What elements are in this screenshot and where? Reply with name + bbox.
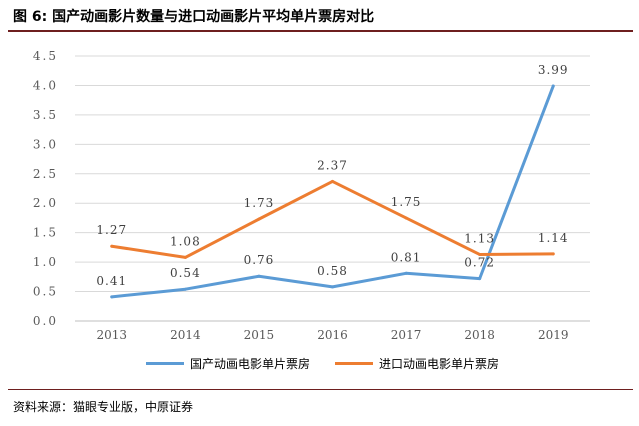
data-label: 1.14 (538, 231, 569, 245)
data-label: 0.76 (244, 253, 275, 267)
y-tick-label: 1.5 (33, 226, 58, 240)
data-label: 0.81 (391, 250, 422, 264)
x-tick-label: 2014 (170, 328, 201, 342)
y-tick-label: 3.5 (33, 108, 58, 122)
legend-label-imported: 进口动画电影单片票房 (379, 357, 500, 371)
data-label: 0.58 (317, 264, 348, 278)
data-point (257, 274, 261, 278)
data-point (331, 285, 334, 289)
data-label: 3.99 (538, 63, 569, 77)
data-point (183, 287, 187, 291)
y-tick-label: 2.0 (33, 196, 58, 210)
x-tick-label: 2016 (317, 328, 348, 342)
bottom-rule (8, 389, 633, 390)
data-point (478, 252, 482, 256)
y-tick-label: 2.5 (33, 167, 58, 181)
y-tick-label: 4.5 (33, 49, 58, 63)
y-tick-label: 4.0 (33, 78, 58, 92)
data-point (551, 84, 555, 88)
legend: 国产动画电影单片票房 进口动画电影单片票房 (0, 355, 639, 375)
data-point (183, 255, 187, 259)
y-tick-label: 0.5 (33, 285, 58, 299)
data-label: 0.72 (464, 256, 495, 270)
data-label: 2.37 (317, 158, 348, 172)
data-label: 1.73 (244, 196, 275, 210)
data-point (331, 179, 334, 183)
data-point (257, 217, 261, 221)
data-point (478, 277, 482, 281)
data-point (404, 216, 408, 220)
x-axis: 2013 2014 2015 2016 2017 2018 2019 (75, 320, 590, 342)
data-label: 1.13 (464, 231, 495, 245)
data-point (551, 252, 555, 256)
legend-item-imported: 进口动画电影单片票房 (335, 355, 499, 372)
data-point (110, 244, 114, 248)
x-tick-label: 2017 (391, 328, 422, 342)
y-tick-label: 3.0 (33, 137, 58, 151)
gridlines (75, 55, 590, 293)
series-lines (110, 84, 555, 299)
y-tick-label: 0.0 (33, 314, 58, 328)
figure-label: 图 6: (13, 9, 48, 25)
legend-label-domestic: 国产动画电影单片票房 (190, 357, 311, 371)
figure-title: 国产动画影片数量与进口动画影片平均单片票房对比 (52, 9, 375, 25)
legend-swatch-domestic (146, 362, 184, 365)
data-label: 0.41 (96, 274, 127, 288)
x-tick-label: 2013 (97, 328, 128, 342)
data-label: 1.75 (391, 195, 422, 209)
top-rule (8, 30, 633, 32)
data-label: 1.08 (170, 234, 201, 248)
data-labels: 0.41 0.54 0.76 0.58 0.81 0.72 3.99 1.27 1.08 1.73… (96, 63, 569, 288)
x-tick-label: 2019 (538, 328, 569, 342)
data-point (110, 295, 114, 299)
x-tick-label: 2015 (244, 328, 275, 342)
legend-item-domestic: 国产动画电影单片票房 (146, 355, 310, 372)
chart-title: 图 6: 国产动画影片数量与进口动画影片平均单片票房对比 (13, 6, 374, 26)
x-tick-label: 2018 (464, 328, 495, 342)
y-axis: 0.0 0.5 1.0 1.5 2.0 2.5 3.0 3.5 4.0 4.5 (33, 49, 58, 328)
data-label: 0.54 (170, 266, 201, 280)
y-tick-label: 1.0 (33, 255, 58, 269)
source-note: 资料来源：猫眼专业版，中原证券 (13, 400, 194, 414)
data-label: 1.27 (96, 223, 127, 237)
legend-swatch-imported (335, 362, 373, 365)
data-point (404, 271, 408, 275)
